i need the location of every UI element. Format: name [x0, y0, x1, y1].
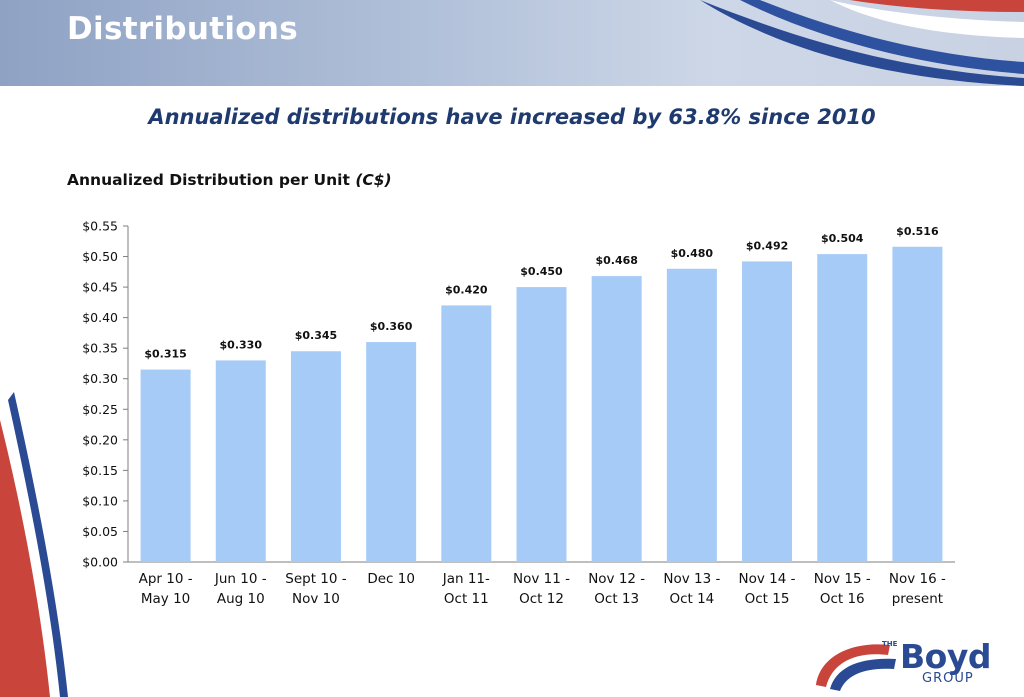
data-label: $0.420: [445, 283, 488, 296]
bar: [666, 268, 717, 562]
x-tick-label: Jan 11-: [442, 571, 490, 587]
data-label: $0.330: [220, 338, 263, 351]
bar: [215, 360, 266, 562]
data-label: $0.516: [896, 225, 939, 238]
x-tick-label: Nov 13 -: [663, 571, 720, 587]
x-tick-label: Nov 11 -: [513, 571, 570, 587]
bar: [591, 276, 642, 562]
x-tick-label: Oct 12: [519, 591, 564, 607]
y-tick-label: $0.15: [82, 463, 118, 478]
data-label: $0.345: [295, 329, 337, 342]
data-label: $0.480: [671, 247, 714, 260]
bar: [140, 369, 191, 562]
x-tick-label: Dec 10: [367, 571, 415, 587]
x-tick-label: Apr 10 -: [139, 571, 193, 587]
x-tick-label: Oct 16: [820, 591, 865, 607]
y-tick-label: $0.05: [82, 524, 118, 539]
x-tick-label: present: [892, 591, 943, 607]
bar: [366, 342, 417, 562]
logo-swoosh-icon: [816, 644, 896, 691]
x-tick-label: Oct 11: [444, 591, 489, 607]
x-tick-label: Nov 12 -: [588, 571, 645, 587]
x-tick-label: Oct 14: [669, 591, 714, 607]
bar: [817, 254, 868, 563]
logo-name: Boyd: [900, 637, 991, 676]
x-tick-label: Nov 10: [292, 591, 340, 607]
x-tick-label: Nov 14 -: [739, 571, 796, 587]
data-label: $0.315: [144, 348, 186, 361]
header-swoosh-graphic: [700, 0, 1024, 86]
logo-group: GROUP: [922, 671, 974, 686]
bar: [290, 351, 341, 562]
page-title: Distributions: [67, 11, 298, 47]
bar: [516, 287, 567, 562]
x-tick-label: May 10: [141, 591, 190, 607]
logo-the: THE: [882, 640, 898, 648]
bar: [742, 261, 793, 562]
x-tick-label: Nov 15 -: [814, 571, 871, 587]
data-label: $0.504: [821, 232, 864, 245]
y-tick-label: $0.10: [82, 493, 118, 508]
left-swoosh-graphic: [0, 392, 68, 697]
y-tick-label: $0.40: [82, 310, 118, 325]
x-tick-label: Oct 13: [594, 591, 639, 607]
y-tick-label: $0.55: [82, 219, 118, 234]
data-label: $0.360: [370, 320, 413, 333]
x-tick-label: Oct 15: [745, 591, 790, 607]
x-tick-label: Jun 10 -: [214, 571, 267, 587]
bar: [892, 246, 943, 562]
x-tick-label: Aug 10: [217, 591, 265, 607]
y-tick-label: $0.20: [82, 432, 118, 447]
data-label: $0.492: [746, 239, 788, 252]
x-tick-label: Nov 16 -: [889, 571, 946, 587]
chart-title: Annualized Distribution per Unit (C$): [67, 171, 392, 189]
data-label: $0.468: [595, 254, 637, 267]
y-tick-label: $0.25: [82, 402, 118, 417]
chart-title-unit: (C$): [355, 171, 392, 189]
y-tick-label: $0.00: [82, 555, 118, 570]
x-tick-label: Sept 10 -: [285, 571, 346, 587]
data-label: $0.450: [520, 265, 563, 278]
chart-title-text: Annualized Distribution per Unit: [67, 171, 350, 189]
y-tick-label: $0.30: [82, 371, 118, 386]
bar: [441, 305, 492, 562]
boyd-group-logo: THE Boyd GROUP: [810, 635, 1015, 693]
y-tick-label: $0.50: [82, 249, 118, 264]
headline: Annualized distributions have increased …: [148, 105, 876, 129]
y-tick-label: $0.45: [82, 280, 118, 295]
y-tick-label: $0.35: [82, 341, 118, 356]
